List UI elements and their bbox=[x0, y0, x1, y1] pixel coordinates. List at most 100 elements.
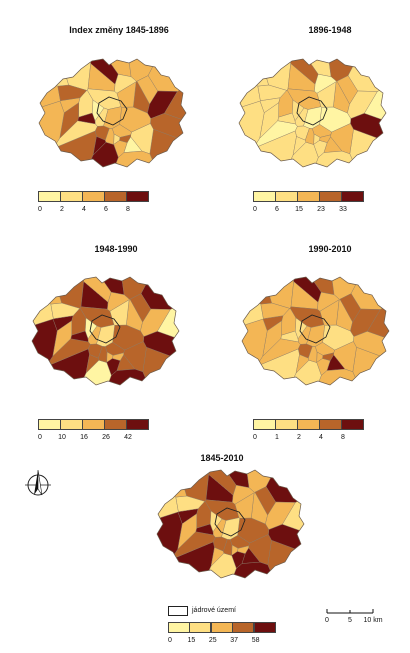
legend-swatch bbox=[232, 622, 255, 633]
legend-swatch bbox=[341, 191, 364, 202]
core-territory-swatch bbox=[168, 606, 188, 616]
city-boundary bbox=[241, 276, 390, 386]
legend-swatch bbox=[341, 419, 364, 430]
legend-tick: 1 bbox=[275, 434, 279, 441]
legend-tick: 33 bbox=[339, 206, 347, 213]
legend-swatch bbox=[104, 191, 127, 202]
district bbox=[32, 277, 62, 305]
district bbox=[352, 346, 389, 385]
city-boundary bbox=[31, 276, 180, 386]
legend-swatch bbox=[189, 622, 212, 633]
district bbox=[319, 106, 352, 133]
district bbox=[98, 346, 108, 363]
choropleth-map-2 bbox=[238, 58, 387, 168]
legend-swatch bbox=[253, 419, 276, 430]
legend-tick: 6 bbox=[104, 206, 108, 213]
choropleth-map-4 bbox=[241, 276, 390, 386]
scale-tick-10: 10 km bbox=[363, 617, 383, 624]
district bbox=[39, 100, 65, 167]
legend-swatch bbox=[275, 191, 298, 202]
district bbox=[114, 73, 137, 94]
map-title-2: 1896-1948 bbox=[308, 25, 352, 35]
core-territory-label: jádrové území bbox=[192, 607, 236, 614]
district bbox=[237, 545, 250, 554]
legend-tick: 15 bbox=[187, 637, 196, 644]
core-territory-outline bbox=[89, 314, 121, 344]
scale-tick-0: 0 bbox=[325, 617, 329, 624]
map-title-1: Index změny 1845-1896 bbox=[69, 25, 169, 35]
legend-swatch bbox=[126, 191, 149, 202]
city-boundary bbox=[156, 469, 305, 579]
district bbox=[305, 128, 315, 145]
legend-tick: 23 bbox=[317, 206, 325, 213]
district bbox=[254, 486, 276, 516]
legend-tick: 0 bbox=[253, 206, 257, 213]
legend-tick: 0 bbox=[168, 637, 172, 644]
core-territory-outline bbox=[214, 507, 246, 537]
legend-tick: 16 bbox=[80, 434, 88, 441]
legend-tick: 0 bbox=[38, 434, 42, 441]
legend-tick: 10 bbox=[58, 434, 66, 441]
legend-tick: 58 bbox=[251, 637, 260, 644]
district bbox=[242, 318, 268, 385]
legend-swatch bbox=[319, 191, 342, 202]
legend-tick: 42 bbox=[124, 434, 132, 441]
choropleth-map-3 bbox=[31, 276, 180, 386]
district bbox=[157, 470, 187, 498]
legend-tick: 6 bbox=[275, 206, 279, 213]
legend-5: 0 15 25 37 58 bbox=[168, 622, 276, 650]
scale-tick-5: 5 bbox=[348, 617, 352, 624]
district bbox=[349, 128, 386, 167]
core-territory-outline bbox=[96, 96, 128, 126]
legend-tick: 4 bbox=[319, 434, 323, 441]
district bbox=[136, 75, 158, 105]
district bbox=[157, 511, 183, 578]
legend-swatch bbox=[82, 419, 105, 430]
north-arrow-icon bbox=[25, 469, 51, 496]
map-title-3: 1948-1990 bbox=[94, 244, 138, 254]
legend-tick: 0 bbox=[38, 206, 42, 213]
legend-swatch bbox=[38, 419, 61, 430]
district bbox=[317, 291, 340, 312]
district bbox=[232, 484, 255, 505]
district bbox=[242, 277, 272, 305]
legend-swatch bbox=[210, 622, 233, 633]
district bbox=[119, 134, 132, 143]
district bbox=[319, 134, 332, 143]
district bbox=[39, 59, 69, 87]
district bbox=[112, 352, 125, 361]
district bbox=[322, 352, 335, 361]
legend-swatch bbox=[297, 191, 320, 202]
district bbox=[314, 73, 337, 94]
legend-swatch bbox=[38, 191, 61, 202]
legend-tick: 0 bbox=[253, 434, 257, 441]
legend-swatch bbox=[82, 191, 105, 202]
district bbox=[237, 517, 270, 544]
choropleth-map-5 bbox=[156, 469, 305, 579]
district bbox=[267, 539, 304, 578]
legend-swatch bbox=[275, 419, 298, 430]
legend-tick: 8 bbox=[126, 206, 130, 213]
district bbox=[112, 324, 145, 351]
legend-1: 0 2 4 6 8 bbox=[38, 191, 149, 219]
core-territory-outline bbox=[296, 96, 328, 126]
legend-swatch bbox=[168, 622, 190, 633]
district bbox=[322, 324, 355, 351]
legend-swatch bbox=[319, 419, 342, 430]
legend-tick: 26 bbox=[102, 434, 110, 441]
legend-tick: 4 bbox=[82, 206, 86, 213]
map-title-5: 1845-2010 bbox=[200, 453, 244, 463]
legend-swatch bbox=[253, 191, 276, 202]
legend-3: 0 10 16 26 42 bbox=[38, 419, 149, 447]
core-territory-outline bbox=[299, 314, 331, 344]
district bbox=[308, 346, 318, 363]
legend-swatch bbox=[60, 191, 83, 202]
legend-tick: 37 bbox=[230, 637, 239, 644]
legend-4: 0 1 2 4 8 bbox=[253, 419, 364, 447]
choropleth-map-1 bbox=[38, 58, 187, 168]
legend-tick: 2 bbox=[60, 206, 64, 213]
district bbox=[336, 75, 358, 105]
district bbox=[339, 293, 361, 323]
city-boundary bbox=[38, 58, 187, 168]
city-boundary bbox=[238, 58, 387, 168]
